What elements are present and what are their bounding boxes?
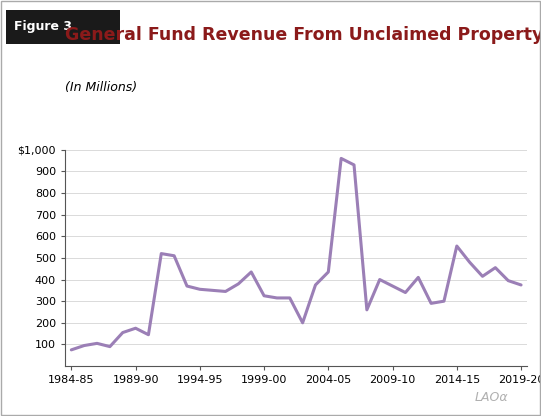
Text: General Fund Revenue From Unclaimed Property: General Fund Revenue From Unclaimed Prop… bbox=[65, 26, 541, 44]
Text: (In Millions): (In Millions) bbox=[65, 81, 137, 94]
Text: LAOα: LAOα bbox=[475, 391, 509, 404]
Text: Figure 3: Figure 3 bbox=[15, 20, 72, 33]
